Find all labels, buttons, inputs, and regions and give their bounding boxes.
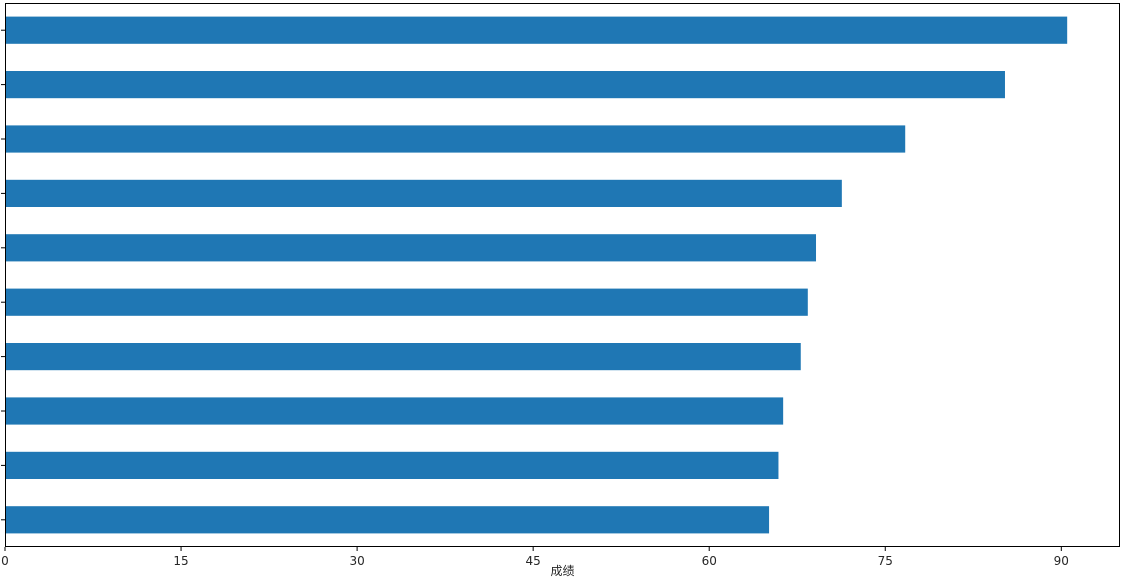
bar (5, 343, 801, 371)
bar (5, 179, 842, 207)
x-tick-label: 75 (878, 554, 893, 568)
x-tick-label: 90 (1054, 554, 1069, 568)
bar (5, 16, 1068, 44)
bar (5, 71, 1005, 99)
bars-group (5, 16, 1068, 534)
bar (5, 397, 784, 425)
plot-frame (5, 3, 1120, 547)
x-tick-label: 30 (349, 554, 364, 568)
bar (5, 125, 906, 153)
bar (5, 451, 779, 479)
x-tick-label: 45 (526, 554, 541, 568)
y-axis-ticks (1, 29, 5, 521)
x-tick-label: 60 (702, 554, 717, 568)
bar (5, 234, 817, 262)
x-axis-label: 成绩 (550, 564, 574, 577)
x-tick-label: 15 (173, 554, 188, 568)
bar (5, 288, 808, 316)
x-tick-label: 0 (1, 554, 9, 568)
bar (5, 506, 770, 534)
x-axis-ticks: 0 15 30 45 60 75 90 (1, 547, 1069, 568)
